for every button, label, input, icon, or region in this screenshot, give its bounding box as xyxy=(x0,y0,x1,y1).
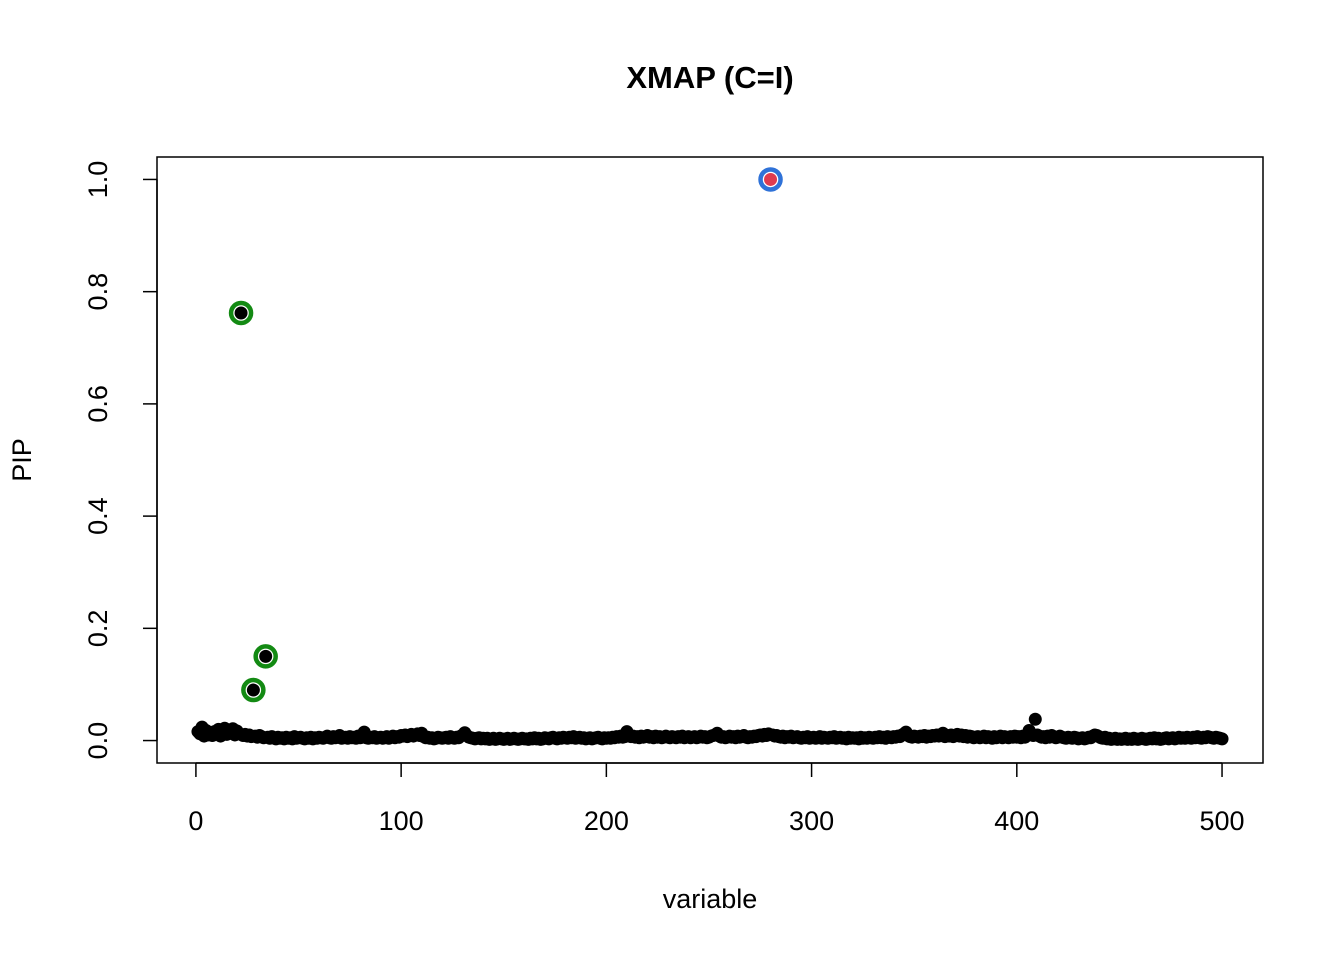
highlight-point xyxy=(259,649,273,663)
highlight-point xyxy=(764,172,778,186)
y-tick-label: 0.2 xyxy=(83,610,113,648)
y-tick-label: 1.0 xyxy=(83,161,113,199)
highlight-point xyxy=(246,683,260,697)
highlight-point xyxy=(234,306,248,320)
y-tick-label: 0.0 xyxy=(83,722,113,760)
x-tick-label: 200 xyxy=(584,806,629,836)
y-tick-label: 0.4 xyxy=(83,497,113,535)
x-tick-label: 0 xyxy=(188,806,203,836)
y-tick-label: 0.8 xyxy=(83,273,113,311)
chart-title: XMAP (C=I) xyxy=(626,60,793,95)
point xyxy=(1215,732,1229,746)
x-tick-label: 500 xyxy=(1200,806,1245,836)
point xyxy=(1028,712,1042,726)
y-axis-label: PIP xyxy=(7,438,37,482)
x-tick-label: 300 xyxy=(789,806,834,836)
y-tick-label: 0.6 xyxy=(83,385,113,423)
x-tick-label: 400 xyxy=(994,806,1039,836)
x-tick-label: 100 xyxy=(379,806,424,836)
x-axis-label: variable xyxy=(663,884,758,914)
